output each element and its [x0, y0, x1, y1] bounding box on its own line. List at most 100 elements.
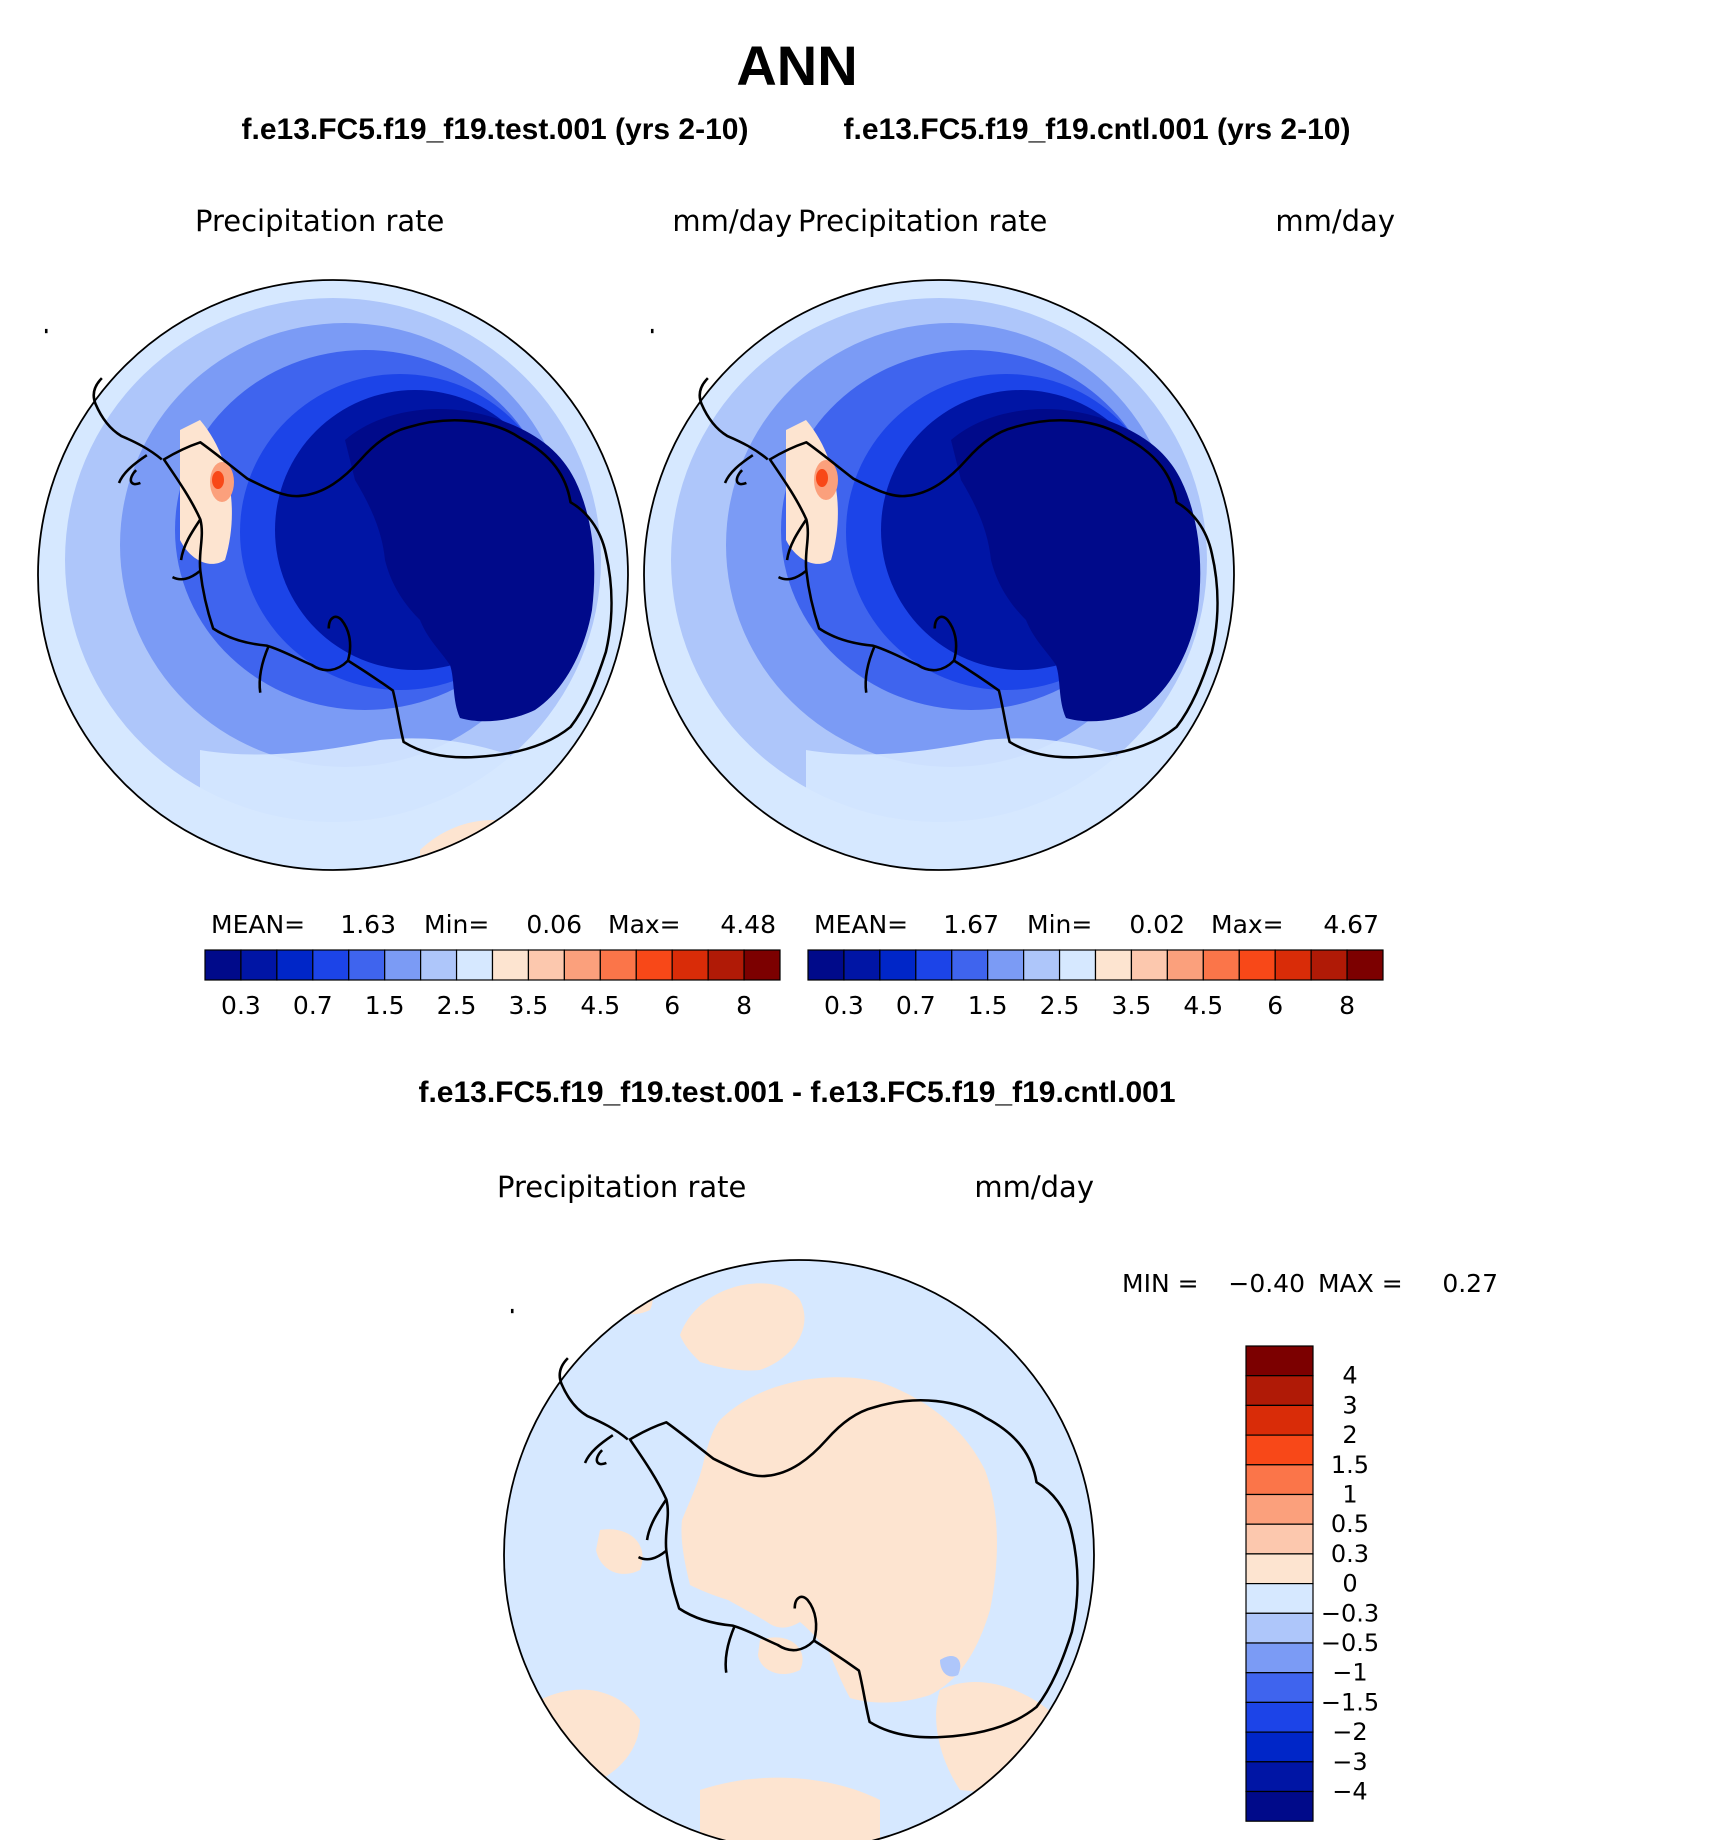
colorbar-swatch — [915, 949, 953, 981]
colorbar-swatch — [563, 949, 601, 981]
colorbar-tick-label: 3.5 — [509, 991, 549, 1020]
colorbar-swatch — [276, 949, 314, 981]
panel-units-label-cntl: mm/day — [1275, 204, 1395, 238]
colorbar-swatch — [1094, 949, 1133, 981]
stats-max-label-cntl: Max= — [1211, 910, 1284, 939]
colorbar-cntl: 0.3 0.7 1.5 2.5 3.5 4.5 6 8 — [807, 949, 1384, 1020]
colorbar-tick-label: −1 — [1332, 1659, 1367, 1687]
polar-map-cntl — [643, 279, 1235, 871]
colorbar-swatch — [1245, 1404, 1314, 1436]
colorbar-swatch — [1245, 1553, 1314, 1585]
stats-mean-label-cntl: MEAN= — [814, 910, 908, 939]
stats-max-value-test: 4.48 — [720, 910, 776, 939]
figure-title: ANN — [736, 34, 857, 97]
colorbar-tick-label: 8 — [736, 991, 752, 1020]
stats-min-label-cntl: Min= — [1027, 910, 1092, 939]
colorbar-swatch — [599, 949, 637, 981]
colorbar-swatch — [743, 949, 781, 981]
colorbar-tick-label: 4.5 — [1183, 991, 1223, 1020]
colorbar-swatch — [1245, 1434, 1314, 1466]
colorbar-swatch — [1245, 1642, 1314, 1674]
colorbar-swatch — [1310, 949, 1348, 981]
colorbar-tick-label: 1 — [1342, 1481, 1357, 1509]
colorbar-swatch — [1245, 1493, 1314, 1525]
colorbar-swatch — [1166, 949, 1204, 981]
colorbar-swatch — [204, 949, 242, 981]
colorbar-swatch — [879, 949, 917, 981]
colorbar-swatch — [1245, 1672, 1314, 1703]
colorbar-tick-label: 0.3 — [221, 991, 261, 1020]
colorbar-swatch — [1245, 1612, 1314, 1644]
colorbar-tick-label: 2 — [1342, 1421, 1357, 1449]
colorbar-swatch — [951, 949, 989, 981]
colorbar-tick-label: 0.5 — [1331, 1510, 1369, 1538]
colorbar-tick-label: 2.5 — [1040, 991, 1080, 1020]
colorbar-swatch — [1274, 949, 1312, 981]
panel-case-title-test: f.e13.FC5.f19_f19.test.001 (yrs 2-10) — [242, 113, 749, 146]
colorbar-swatch — [1130, 949, 1168, 981]
colorbar-swatch — [1202, 949, 1240, 981]
colorbar-tick-label: 3 — [1342, 1391, 1357, 1419]
polar-map-difference — [503, 1259, 1095, 1840]
colorbar-swatch — [671, 949, 709, 981]
colorbar-swatch — [491, 949, 530, 981]
panel-variable-label-cntl: Precipitation rate — [798, 204, 1047, 238]
panel-units-label-test: mm/day — [672, 204, 792, 238]
diff-max-label: MAX = — [1318, 1269, 1403, 1298]
colorbar-tick-label: 1.5 — [1331, 1451, 1369, 1479]
colorbar-swatch — [1346, 949, 1384, 981]
diff-units-label: mm/day — [974, 1170, 1094, 1204]
diff-title: f.e13.FC5.f19_f19.test.001 - f.e13.FC5.f… — [418, 1076, 1175, 1109]
colorbar-swatch — [635, 949, 673, 981]
stats-min-value-test: 0.06 — [526, 910, 582, 939]
colorbar-tick-label: 4.5 — [580, 991, 620, 1020]
stats-mean-value-test: 1.63 — [340, 910, 396, 939]
colorbar-swatch — [1245, 1701, 1314, 1733]
colorbar-tick-label: −4 — [1332, 1778, 1367, 1806]
diff-min-value: −0.40 — [1228, 1269, 1305, 1298]
panel-case-title-cntl: f.e13.FC5.f19_f19.cntl.001 (yrs 2-10) — [844, 113, 1351, 146]
colorbar-tick-label: 1.5 — [968, 991, 1008, 1020]
colorbar-tick-label: −3 — [1332, 1748, 1367, 1776]
colorbar-tick-label: 6 — [1267, 991, 1283, 1020]
colorbar-tick-label: 6 — [664, 991, 680, 1020]
colorbar-tick-label: 0.3 — [824, 991, 864, 1020]
colorbar-swatch — [1245, 1464, 1314, 1496]
stats-mean-value-cntl: 1.67 — [943, 910, 999, 939]
colorbar-swatch — [707, 949, 745, 981]
colorbar-swatch — [1245, 1582, 1314, 1614]
colorbar-tick-label: 0.3 — [1331, 1540, 1369, 1568]
colorbar-tick-label: 0.7 — [896, 991, 936, 1020]
colorbar-swatch — [384, 949, 422, 981]
colorbar-tick-label: 0 — [1342, 1570, 1357, 1598]
polar-map-test — [37, 279, 629, 871]
colorbar-tick-label: 3.5 — [1112, 991, 1152, 1020]
colorbar-swatch — [240, 949, 278, 981]
colorbar-swatch — [527, 949, 565, 981]
colorbar-swatch — [807, 949, 845, 981]
colorbar-swatch — [1238, 949, 1276, 981]
colorbar-swatch — [1245, 1345, 1314, 1377]
colorbar-tick-label: 0.7 — [293, 991, 333, 1020]
colorbar-swatch — [1245, 1761, 1314, 1793]
stats-max-label-test: Max= — [608, 910, 681, 939]
colorbar-tick-label: −0.3 — [1321, 1599, 1379, 1627]
panel-variable-label-test: Precipitation rate — [195, 204, 444, 238]
colorbar-tick-label: −0.5 — [1321, 1629, 1379, 1657]
colorbar-swatch — [1245, 1731, 1314, 1763]
colorbar-swatch — [1245, 1790, 1314, 1822]
colorbar-swatch — [455, 949, 494, 981]
colorbar-tick-label: 1.5 — [365, 991, 405, 1020]
colorbar-tick-label: 4 — [1342, 1362, 1357, 1390]
colorbar-swatch — [348, 949, 386, 981]
colorbar-tick-label: −1.5 — [1321, 1688, 1379, 1716]
colorbar-tick-label: −2 — [1332, 1718, 1367, 1746]
colorbar-swatch — [312, 949, 350, 981]
colorbar-swatch — [843, 949, 881, 981]
colorbar-swatch — [1058, 949, 1097, 981]
colorbar-swatch — [1245, 1523, 1314, 1555]
colorbar-swatch — [1023, 949, 1061, 981]
colorbar-test: 0.3 0.7 1.5 2.5 3.5 4.5 6 8 — [204, 949, 781, 1020]
